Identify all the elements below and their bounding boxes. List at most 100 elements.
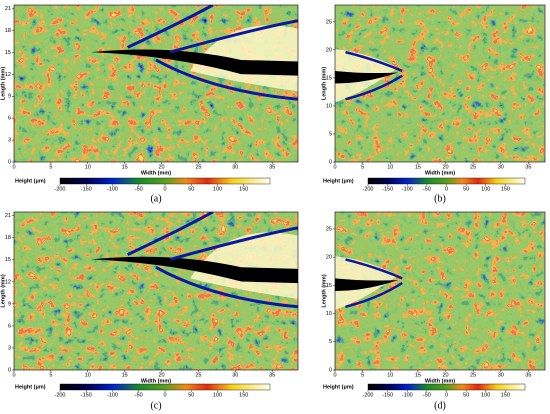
colorbar-tick-label: 100: [481, 186, 490, 192]
x-tick-label: 0: [12, 372, 15, 378]
x-axis-label: Width (mm): [141, 378, 171, 384]
panel-label: (c): [150, 400, 161, 411]
x-tick-label: 30: [498, 164, 504, 170]
plot-frame: [13, 4, 299, 163]
x-tick-label: 20: [158, 164, 164, 170]
crack-branch: [126, 5, 298, 101]
crack: [90, 256, 298, 284]
crack-branch: [126, 212, 298, 309]
colorbar-tick-label: -200: [54, 186, 65, 192]
height-map: [14, 212, 298, 370]
colorbar-tick-label: 50: [188, 186, 194, 192]
colorbar-tick-label: 150: [239, 392, 248, 398]
x-tick-label: 30: [498, 372, 504, 378]
x-tick-label: 25: [470, 164, 476, 170]
x-tick-label: 0: [12, 164, 15, 170]
colorbar-label: Height (μm): [15, 178, 46, 184]
colorbar-tick-label: -50: [135, 392, 143, 398]
plot-frame: [334, 4, 546, 163]
height-map: [335, 5, 545, 162]
colorbar-tick-label: 50: [463, 186, 469, 192]
x-tick-label: 15: [415, 372, 421, 378]
y-axis-label: Length (mm): [0, 67, 6, 100]
colorbar-tick-label: -200: [362, 186, 373, 192]
colorbar-tick-label: 0: [163, 186, 166, 192]
y-tick-label: 5: [329, 339, 332, 345]
x-axis-label: Width (mm): [425, 378, 455, 384]
panel-label: (d): [434, 400, 446, 411]
crack-branch: [345, 50, 403, 101]
x-tick-label: 10: [387, 164, 393, 170]
x-tick-label: 35: [269, 372, 275, 378]
colorbar-tick-label: -150: [81, 392, 92, 398]
y-tick-label: 12: [5, 279, 11, 285]
y-tick-label: 5: [329, 131, 332, 137]
colorbar-tick-label: 150: [239, 186, 248, 192]
y-tick-label: 6: [8, 323, 11, 329]
colorbar-tick-label: 100: [213, 392, 222, 398]
y-axis-label: Length (mm): [321, 274, 327, 307]
y-tick-label: 25: [326, 226, 332, 232]
colorbar: [59, 383, 271, 391]
y-tick-label: 6: [8, 116, 11, 122]
x-tick-label: 15: [122, 372, 128, 378]
plot-frame: [334, 211, 546, 371]
y-tick-label: 3: [8, 138, 11, 144]
y-axis-label: Length (mm): [0, 274, 6, 307]
x-tick-label: 25: [195, 164, 201, 170]
x-tick-label: 30: [232, 372, 238, 378]
colorbar-tick-label: -100: [107, 392, 118, 398]
colorbar-tick-label: 0: [445, 186, 448, 192]
x-tick-label: 5: [361, 164, 364, 170]
crack: [335, 278, 398, 291]
colorbar-label: Height (μm): [323, 178, 354, 184]
colorbar-tick-label: 150: [501, 186, 510, 192]
x-tick-label: 10: [85, 164, 91, 170]
x-axis-label: Width (mm): [425, 170, 455, 176]
colorbar: [59, 177, 271, 185]
colorbar: [367, 383, 526, 391]
x-tick-label: 15: [415, 164, 421, 170]
y-tick-label: 21: [5, 213, 11, 219]
y-tick-label: 15: [5, 257, 11, 263]
y-tick-label: 0: [329, 367, 332, 373]
x-tick-label: 35: [269, 164, 275, 170]
y-tick-label: 18: [5, 235, 11, 241]
panel-label: (b): [434, 193, 446, 204]
colorbar-tick-label: 100: [213, 186, 222, 192]
colorbar-tick-label: 50: [188, 392, 194, 398]
x-tick-label: 15: [122, 164, 128, 170]
y-tick-label: 15: [5, 50, 11, 56]
y-tick-label: 10: [326, 311, 332, 317]
x-tick-label: 20: [442, 372, 448, 378]
crack: [335, 70, 398, 84]
y-tick-label: 9: [8, 94, 11, 100]
plot-frame: [13, 211, 299, 371]
height-map: [14, 5, 298, 162]
colorbar-tick-label: -150: [382, 392, 393, 398]
x-tick-label: 25: [470, 372, 476, 378]
height-map: [335, 212, 545, 370]
colorbar-tick-label: -100: [402, 392, 413, 398]
y-tick-label: 20: [326, 47, 332, 53]
x-tick-label: 30: [232, 164, 238, 170]
y-tick-label: 20: [326, 255, 332, 261]
colorbar-tick-label: 0: [445, 392, 448, 398]
y-tick-label: 15: [326, 75, 332, 81]
y-tick-label: 25: [326, 19, 332, 25]
colorbar-tick-label: 50: [463, 392, 469, 398]
x-tick-label: 5: [49, 164, 52, 170]
x-tick-label: 10: [85, 372, 91, 378]
colorbar-tick-label: -200: [362, 392, 373, 398]
x-tick-label: 35: [525, 372, 531, 378]
x-tick-label: 0: [333, 372, 336, 378]
colorbar: [367, 177, 526, 185]
y-tick-label: 0: [8, 367, 11, 373]
x-tick-label: 20: [442, 164, 448, 170]
x-tick-label: 5: [361, 372, 364, 378]
x-axis-label: Width (mm): [141, 170, 171, 176]
colorbar-tick-label: 0: [163, 392, 166, 398]
colorbar-tick-label: 100: [481, 392, 490, 398]
colorbar-tick-label: -100: [107, 186, 118, 192]
colorbar-tick-label: -50: [423, 186, 431, 192]
